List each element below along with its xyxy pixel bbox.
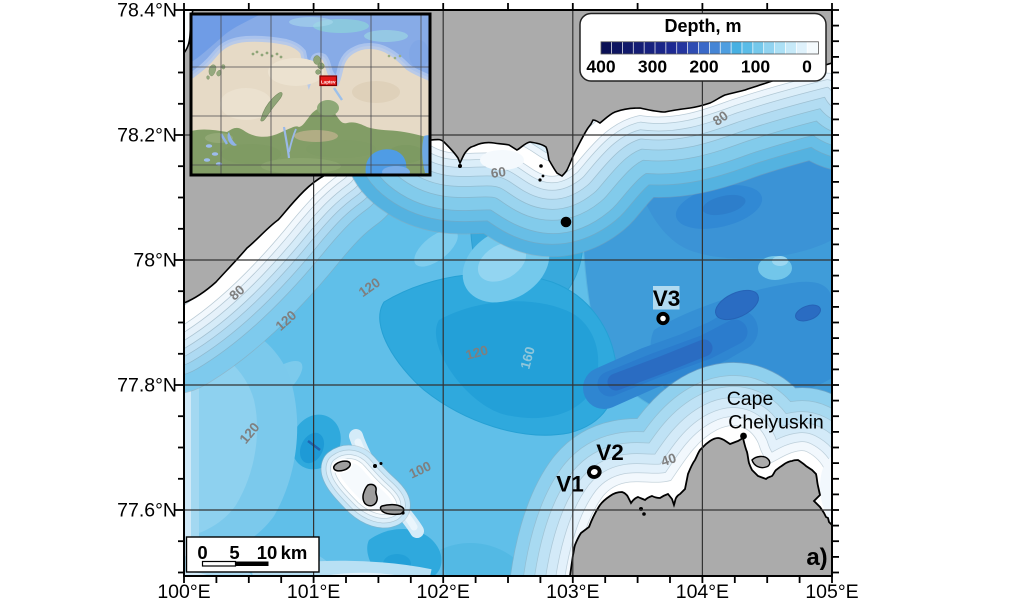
svg-text:103°E: 103°E: [546, 581, 599, 603]
svg-text:Cape: Cape: [727, 388, 774, 410]
svg-text:78°N: 78°N: [133, 250, 177, 272]
svg-text:V3: V3: [653, 286, 681, 311]
svg-text:160: 160: [517, 345, 537, 371]
svg-text:300: 300: [638, 57, 667, 77]
svg-text:105°E: 105°E: [805, 581, 858, 603]
svg-text:78.2°N: 78.2°N: [117, 125, 177, 147]
svg-text:Laptev: Laptev: [321, 80, 336, 85]
svg-text:V1: V1: [556, 472, 584, 497]
svg-text:78.4°N: 78.4°N: [117, 0, 177, 22]
svg-text:104°E: 104°E: [676, 581, 729, 603]
svg-text:Chelyuskin: Chelyuskin: [728, 412, 823, 434]
svg-text:100: 100: [741, 57, 770, 77]
svg-text:10: 10: [257, 542, 278, 563]
svg-text:80: 80: [710, 108, 731, 129]
svg-text:0: 0: [197, 542, 207, 563]
svg-text:V2: V2: [596, 440, 624, 465]
svg-text:Depth, m: Depth, m: [664, 16, 741, 36]
svg-text:100°E: 100°E: [157, 581, 210, 603]
svg-text:km: km: [281, 542, 308, 563]
svg-text:40: 40: [659, 450, 678, 469]
svg-text:102°E: 102°E: [417, 581, 470, 603]
svg-text:400: 400: [586, 57, 615, 77]
svg-text:120: 120: [464, 342, 490, 362]
svg-text:5: 5: [229, 542, 239, 563]
svg-text:77.6°N: 77.6°N: [117, 500, 177, 522]
svg-text:a): a): [806, 544, 827, 571]
svg-text:80: 80: [226, 282, 247, 303]
svg-text:200: 200: [689, 57, 718, 77]
svg-text:77.8°N: 77.8°N: [117, 375, 177, 397]
svg-text:60: 60: [490, 164, 507, 181]
svg-text:0: 0: [802, 57, 812, 77]
svg-text:101°E: 101°E: [287, 581, 340, 603]
